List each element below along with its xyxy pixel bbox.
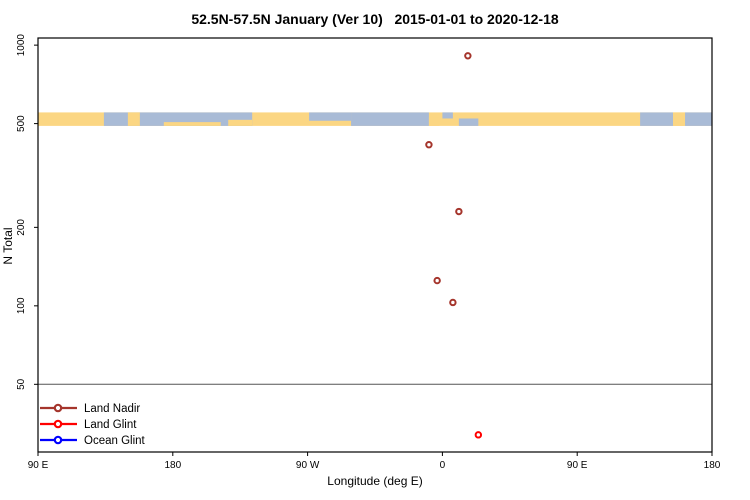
legend-label-land_nadir: Land Nadir bbox=[84, 403, 140, 415]
x-tick-label: 90 W bbox=[296, 460, 320, 471]
chart-title: 52.5N-57.5N January (Ver 10) 2015-01-01 … bbox=[191, 11, 559, 27]
map-band-segment-ocean bbox=[685, 112, 712, 126]
legend-marker-ocean_glint bbox=[53, 435, 63, 445]
data-point-land_glint bbox=[474, 431, 483, 439]
legend-label-ocean_glint: Ocean Glint bbox=[84, 435, 146, 447]
map-band-segment-land bbox=[163, 122, 221, 126]
data-point-land_nadir bbox=[455, 207, 463, 216]
legend-marker-land_glint bbox=[53, 419, 63, 429]
y-tick-label: 50 bbox=[16, 378, 27, 390]
y-tick-label: 100 bbox=[16, 297, 27, 314]
map-band-segment-ocean bbox=[442, 112, 453, 119]
x-tick-label: 0 bbox=[440, 460, 446, 471]
y-axis-title: N Total bbox=[1, 227, 15, 265]
map-band-segment-land bbox=[673, 112, 686, 126]
x-tick-label: 180 bbox=[704, 460, 721, 471]
data-point-land_nadir bbox=[433, 276, 441, 285]
map-band-segment-ocean bbox=[458, 118, 479, 126]
y-tick-label: 1000 bbox=[16, 34, 27, 57]
data-point-land_nadir bbox=[425, 141, 433, 149]
legend-marker-land_nadir bbox=[53, 403, 63, 413]
map-band-segment-land bbox=[127, 112, 140, 126]
legend-label-land_glint: Land Glint bbox=[84, 419, 137, 431]
map-band-segment-land bbox=[228, 119, 253, 126]
map-band-segment-ocean bbox=[309, 112, 352, 121]
map-band-segment-ocean bbox=[351, 112, 429, 126]
y-tick-label: 500 bbox=[16, 115, 27, 132]
map-band-segment-ocean bbox=[640, 112, 674, 126]
x-tick-label: 90 E bbox=[28, 460, 49, 471]
x-axis-title: Longitude (deg E) bbox=[327, 474, 423, 488]
data-point-land_nadir bbox=[449, 298, 457, 307]
data-point-land_nadir bbox=[464, 52, 472, 60]
x-tick-label: 90 E bbox=[567, 460, 588, 471]
map-band-segment-land bbox=[428, 117, 440, 126]
y-tick-label: 200 bbox=[16, 219, 27, 236]
x-tick-label: 180 bbox=[164, 460, 181, 471]
plot-box bbox=[37, 37, 713, 453]
